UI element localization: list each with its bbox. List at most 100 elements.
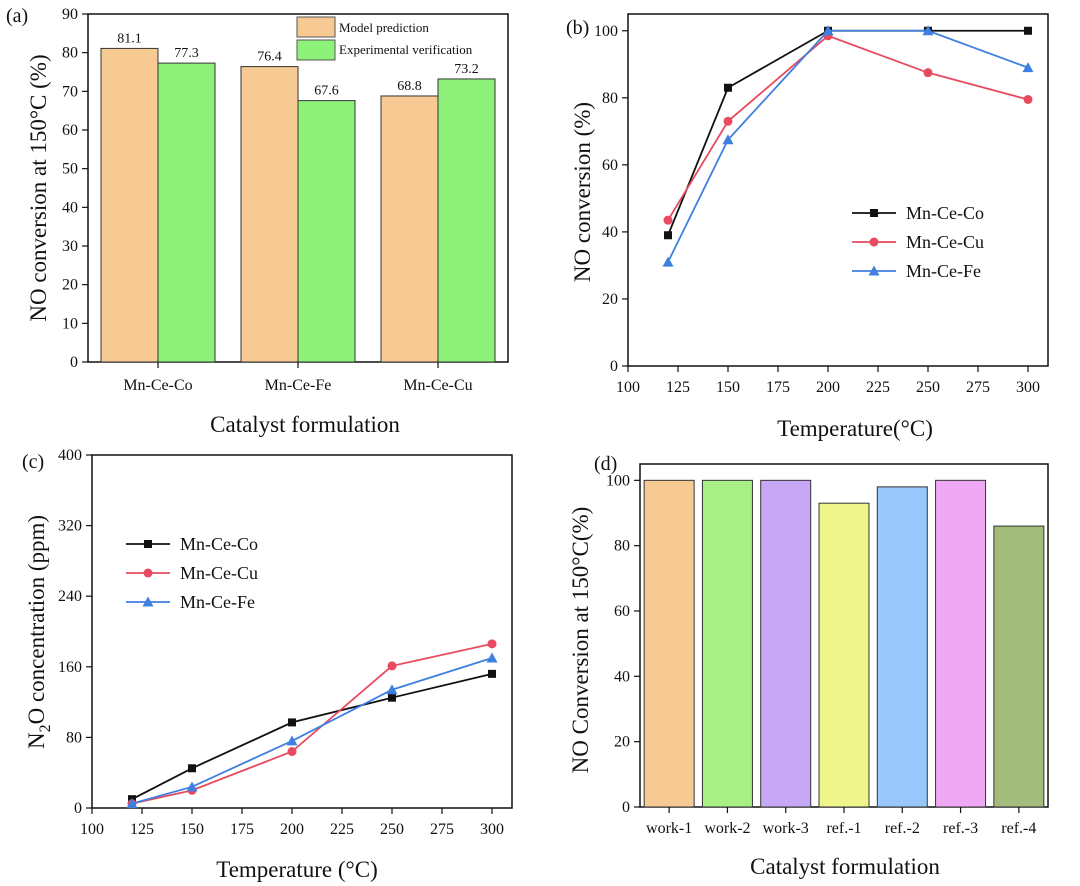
- d-xtick-label: work-2: [704, 820, 750, 837]
- c-point-mn-ce-cu: [387, 661, 397, 671]
- panel-d-tag: (d): [594, 453, 617, 475]
- d-bar-ref-4: [993, 525, 1045, 808]
- b-point-mn-ce-cu: [923, 68, 933, 78]
- a-ytick-label: 60: [62, 122, 78, 139]
- c-xtick-label: 250: [380, 821, 404, 838]
- c-point-mn-ce-co: [188, 764, 196, 773]
- d-xtick-label: work-3: [763, 820, 809, 837]
- c-ytick-label: 160: [58, 659, 82, 676]
- b-point-mn-ce-fe: [922, 25, 934, 36]
- a-xtick-label: Mn-Ce-Co: [123, 377, 192, 394]
- b-xtick-label: 225: [866, 379, 890, 396]
- b-point-mn-ce-fe: [822, 25, 834, 36]
- d-ytick-label: 0: [622, 799, 630, 816]
- b-legend-marker-mn-ce-fe: [868, 265, 880, 276]
- c-legend-label-mn-ce-cu: Mn-Ce-Cu: [180, 563, 258, 583]
- b-legend-label-mn-ce-fe: Mn-Ce-Fe: [906, 261, 981, 281]
- a-ytick-label: 40: [62, 199, 78, 216]
- d-bar-ref-1: [818, 502, 870, 808]
- c-point-mn-ce-fe: [186, 781, 198, 792]
- ylabel-rest: O concentration (ppm): [24, 515, 49, 724]
- b-point-mn-ce-co: [724, 83, 732, 92]
- c-ytick-label: 320: [58, 518, 82, 535]
- d-ytick-label: 80: [614, 538, 630, 555]
- a-ytick-label: 90: [62, 6, 78, 23]
- b-legend-label-mn-ce-cu: Mn-Ce-Cu: [906, 232, 984, 252]
- a-data-label: 76.4: [257, 50, 282, 65]
- b-ytick-label: 0: [610, 358, 618, 375]
- d-xtick-label: ref.-3: [943, 820, 978, 837]
- panel-c-legend: Mn-Ce-Co Mn-Ce-Cu Mn-Ce-Fe: [126, 534, 258, 612]
- c-point-mn-ce-cu: [287, 747, 297, 757]
- c-xtick-label: 100: [80, 821, 104, 838]
- b-point-mn-ce-cu: [663, 215, 673, 225]
- b-ytick-label: 40: [602, 224, 618, 241]
- a-xtick-label: Mn-Ce-Cu: [403, 377, 472, 394]
- a-ytick-label: 70: [62, 83, 78, 100]
- b-legend-label-mn-ce-co: Mn-Ce-Co: [906, 203, 984, 223]
- a-ytick-label: 20: [62, 277, 78, 294]
- b-point-mn-ce-co: [664, 231, 672, 240]
- panel-a-bar-chart: (a) 81.1 77.3 76.4 67.6 68.8 73.2 0 10 20 30 40 50…: [6, 5, 509, 437]
- b-point-mn-ce-cu: [1023, 94, 1033, 104]
- c-legend-marker-mn-ce-cu: [143, 568, 153, 578]
- b-xtick-label: 150: [716, 379, 740, 396]
- c-xtick-label: 125: [130, 821, 154, 838]
- c-xtick-label: 200: [280, 821, 304, 838]
- panel-b-line-chart: (b) 100 125 150 175 200 225 250 275 300 0 20 40 60 80…: [566, 13, 1049, 441]
- c-point-mn-ce-co: [288, 718, 296, 727]
- d-ytick-label: 100: [606, 472, 630, 489]
- a-ytick-label: 10: [62, 315, 78, 332]
- b-point-mn-ce-fe: [662, 256, 674, 267]
- c-legend-marker-mn-ce-fe: [142, 596, 154, 607]
- a-bar-mn-ce-co-model: [100, 47, 159, 363]
- d-bar-ref-3: [935, 479, 987, 808]
- panel-b-ylabel: NO conversion (%): [570, 102, 595, 282]
- a-xtick-label: Mn-Ce-Fe: [265, 377, 332, 394]
- b-xtick-label: 200: [816, 379, 840, 396]
- d-bar-work-3: [760, 479, 812, 808]
- panel-c-ylabel: N2O concentration (ppm): [24, 515, 54, 749]
- a-bar-mn-ce-cu-experiment: [437, 78, 496, 363]
- c-point-mn-ce-fe: [486, 652, 498, 663]
- d-ytick-label: 60: [614, 603, 630, 620]
- c-point-mn-ce-fe: [286, 735, 298, 746]
- c-xtick-label: 275: [430, 821, 454, 838]
- panel-a-xlabel: Catalyst formulation: [210, 412, 400, 437]
- d-ytick-label: 20: [614, 734, 630, 751]
- b-ytick-label: 100: [594, 23, 618, 40]
- d-bar-work-2: [701, 479, 753, 808]
- c-point-mn-ce-co: [488, 669, 496, 678]
- panel-b-legend: Mn-Ce-Co Mn-Ce-Cu Mn-Ce-Fe: [852, 203, 984, 281]
- a-ytick-label: 30: [62, 238, 78, 255]
- c-point-mn-ce-fe: [126, 798, 138, 809]
- panel-c-xlabel: Temperature (°C): [216, 857, 377, 882]
- a-ytick-label: 80: [62, 45, 78, 62]
- panel-c-line-chart: (c) 100 125 150 175 200 225 250 275 300080160240…: [22, 447, 513, 882]
- panel-c-tag: (c): [22, 451, 44, 473]
- d-xtick-label: work-1: [646, 820, 692, 837]
- panel-a-legend: Model prediction Experimental verificati…: [296, 16, 473, 61]
- panel-a-tag: (a): [6, 5, 28, 27]
- a-bar-mn-ce-co-experiment: [157, 62, 216, 363]
- panel-b-tag: (b): [566, 17, 589, 39]
- a-bar-mn-ce-fe-experiment: [297, 100, 356, 363]
- c-ytick-label: 400: [58, 447, 82, 464]
- c-legend-marker-mn-ce-co: [144, 540, 152, 548]
- a-bar-mn-ce-cu-model: [380, 95, 439, 363]
- b-xtick-label: 125: [666, 379, 690, 396]
- b-xtick-label: 300: [1016, 379, 1040, 396]
- b-point-mn-ce-co: [1024, 26, 1032, 35]
- ylabel-n: N: [24, 732, 49, 749]
- panel-c-frame: [91, 454, 513, 809]
- d-bar-work-1: [643, 479, 695, 808]
- a-ytick-label: 50: [62, 161, 78, 178]
- a-data-label: 81.1: [117, 31, 142, 46]
- d-xtick-label: ref.-4: [1001, 820, 1036, 837]
- a-data-label: 67.6: [314, 84, 339, 99]
- c-xtick-label: 150: [180, 821, 204, 838]
- b-xtick-label: 275: [966, 379, 990, 396]
- b-point-mn-ce-fe: [1022, 62, 1034, 73]
- d-xtick-label: ref.-1: [826, 820, 861, 837]
